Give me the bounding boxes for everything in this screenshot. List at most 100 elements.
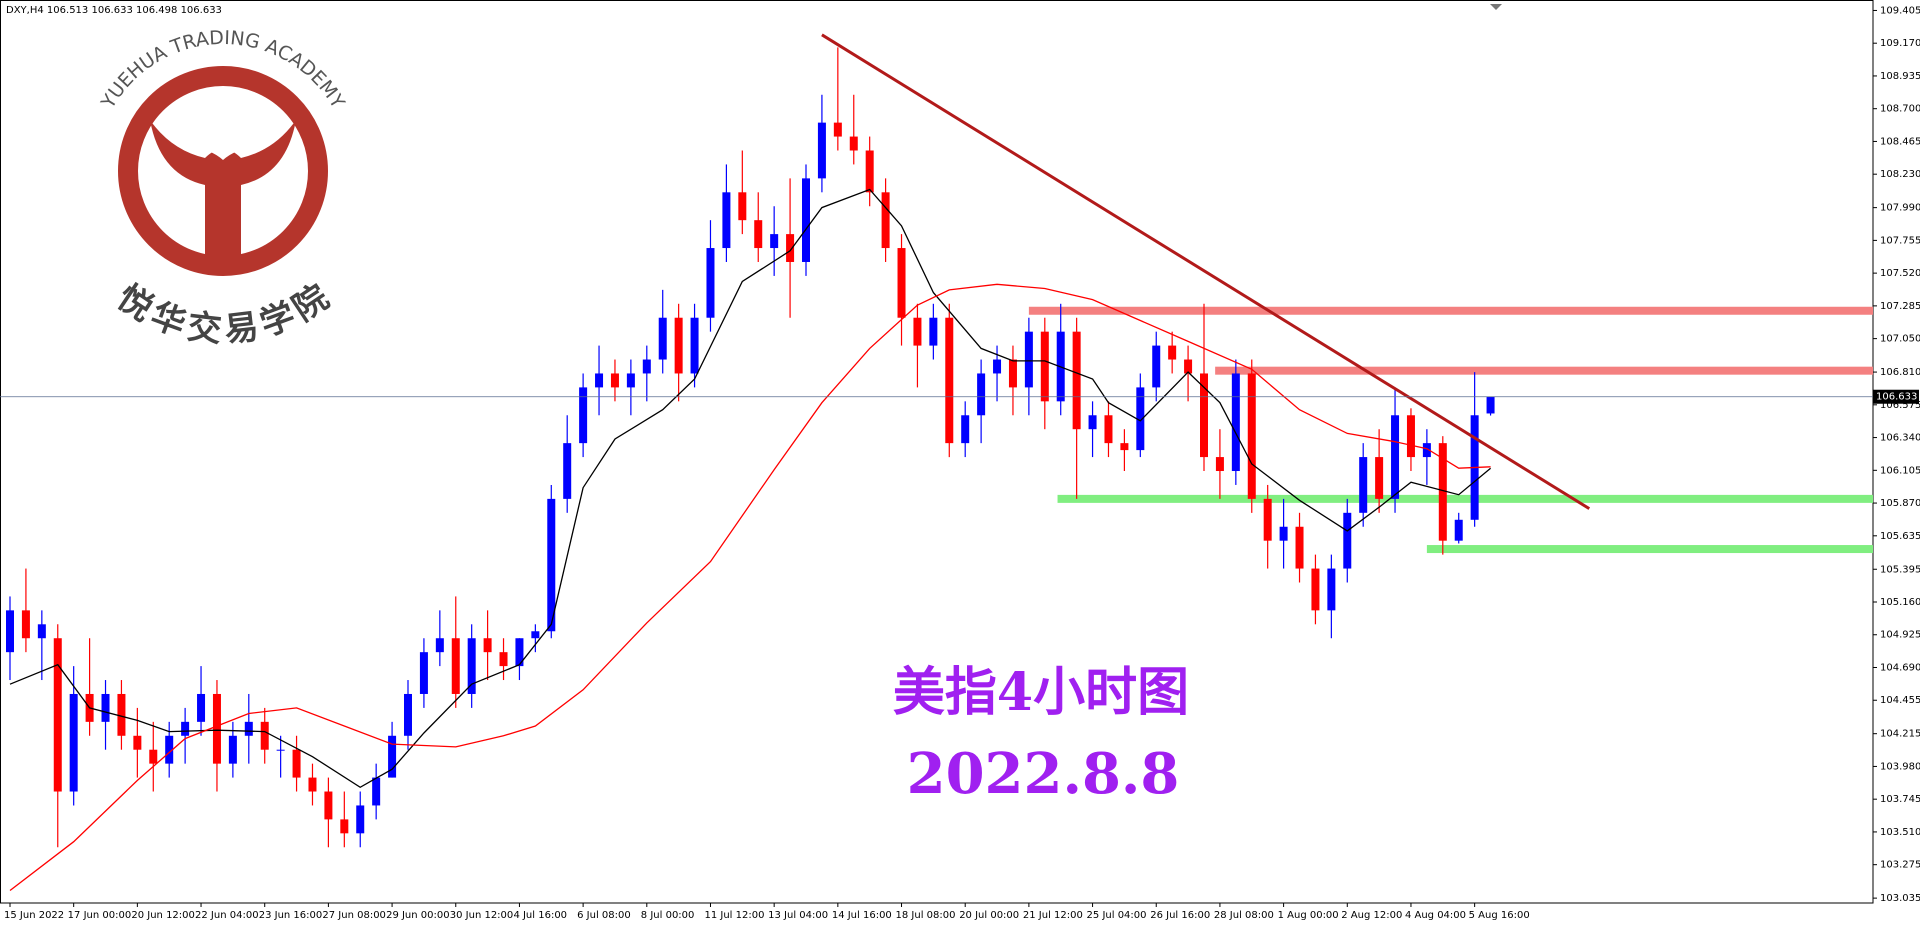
candle-body (244, 721, 253, 736)
candle-body (1422, 443, 1431, 458)
candle-body (849, 136, 858, 151)
candle-body (531, 631, 540, 639)
candle-body (881, 192, 890, 249)
candle-body (292, 749, 301, 778)
candle-body (626, 373, 635, 388)
y-tick-label: 107.520 (1880, 268, 1920, 279)
candle-body (1343, 512, 1352, 569)
y-tick-label: 108.700 (1880, 104, 1920, 115)
candle-body (817, 122, 826, 179)
x-tick-label: 30 Jun 12:00 (450, 910, 514, 921)
y-tick-label: 107.285 (1880, 301, 1920, 312)
candle-body (1311, 568, 1320, 611)
x-tick-label: 4 Jul 16:00 (513, 910, 567, 921)
y-tick-label: 104.925 (1880, 630, 1920, 641)
candle-body (563, 443, 572, 499)
header: DXY,H4 106.513 106.633 106.498 106.633 (6, 5, 222, 16)
candle-body (897, 248, 906, 318)
candle-body (754, 220, 763, 249)
logo-emblem (150, 120, 296, 268)
y-tick-label: 104.215 (1880, 729, 1920, 740)
candle-body (1040, 331, 1049, 402)
y-tick-label: 108.935 (1880, 71, 1920, 82)
candle-body (1438, 443, 1447, 541)
candle-body (1136, 387, 1145, 451)
candle-body (117, 693, 126, 736)
candle-body (165, 735, 174, 764)
y-tick-label: 107.050 (1880, 334, 1920, 345)
candle-body (37, 624, 46, 639)
candle-body (260, 721, 269, 750)
candle-body (1200, 373, 1208, 458)
candle-body (722, 192, 731, 249)
shift-marker (1490, 4, 1502, 10)
candle-body (435, 638, 444, 653)
x-tick-label: 26 Jul 16:00 (1150, 910, 1210, 921)
candle-body (419, 652, 428, 694)
x-tick-label: 18 Jul 08:00 (896, 910, 956, 921)
candle-body (133, 735, 142, 750)
candle-body (1295, 526, 1304, 569)
candle-body (961, 415, 970, 444)
candle-body (1072, 331, 1081, 430)
candle-body (658, 317, 667, 360)
candle-body (1263, 498, 1272, 541)
candle-body (1359, 457, 1368, 513)
y-tick-label: 109.170 (1880, 38, 1920, 49)
candle-body (690, 317, 699, 374)
candle-body (993, 359, 1002, 374)
x-tick-label: 2 Aug 12:00 (1341, 910, 1402, 921)
axis-layer: 109.405 109.170 108.935 108.700 108.465 108.2… (4, 5, 1920, 921)
x-tick-label: 20 Jun 12:00 (131, 910, 195, 921)
plot-frame (0, 0, 1874, 904)
plot-layer (0, 33, 1873, 892)
x-tick-label: 20 Jul 00:00 (959, 910, 1019, 921)
y-tick-label: 104.690 (1880, 662, 1920, 673)
candle-body (1231, 373, 1240, 472)
x-tick-label: 14 Jul 16:00 (832, 910, 892, 921)
candle-body (451, 638, 460, 694)
y-tick-label: 105.870 (1880, 498, 1920, 509)
level-zone (1215, 366, 1873, 375)
y-tick-label: 104.455 (1880, 695, 1920, 706)
y-tick-label: 106.810 (1880, 367, 1920, 378)
candle-body (1152, 345, 1161, 388)
y-tick-label: 109.405 (1880, 5, 1920, 16)
trendline (821, 33, 1591, 510)
candle-body (101, 693, 110, 722)
ma-line (9, 188, 1492, 789)
candle-body (197, 693, 206, 722)
candle-body (308, 777, 317, 792)
candle-body (324, 791, 333, 820)
candle-body (913, 317, 922, 346)
x-tick-label: 6 Jul 08:00 (577, 910, 631, 921)
candle-body (69, 693, 78, 792)
candle-body (53, 638, 62, 792)
candle-body (1008, 359, 1017, 388)
candle-body (674, 317, 683, 374)
logo-emblem-cut (183, 128, 263, 160)
y-tick-label: 107.755 (1880, 235, 1920, 246)
candle-body (1279, 526, 1288, 541)
annotation-title: 美指4小时图 (893, 662, 1189, 723)
level-zone (1057, 494, 1873, 503)
candle-body (1406, 415, 1415, 458)
candle-body (1327, 568, 1336, 611)
y-tick-label: 105.635 (1880, 531, 1920, 542)
x-tick-label: 13 Jul 04:00 (768, 910, 828, 921)
last-open: 106.513 (47, 5, 88, 16)
candle-body (228, 735, 237, 764)
candle-body (642, 359, 651, 374)
last-low: 106.498 (136, 5, 177, 16)
price-label: 106.633 (1876, 392, 1917, 403)
candle-body (181, 721, 190, 736)
y-tick-label: 105.395 (1880, 564, 1920, 575)
candle-body (21, 610, 30, 639)
level-zone (1426, 545, 1873, 554)
candle-body (1184, 359, 1193, 374)
candle-body (610, 373, 619, 388)
candle-body (212, 693, 221, 764)
candle-body (483, 638, 492, 653)
